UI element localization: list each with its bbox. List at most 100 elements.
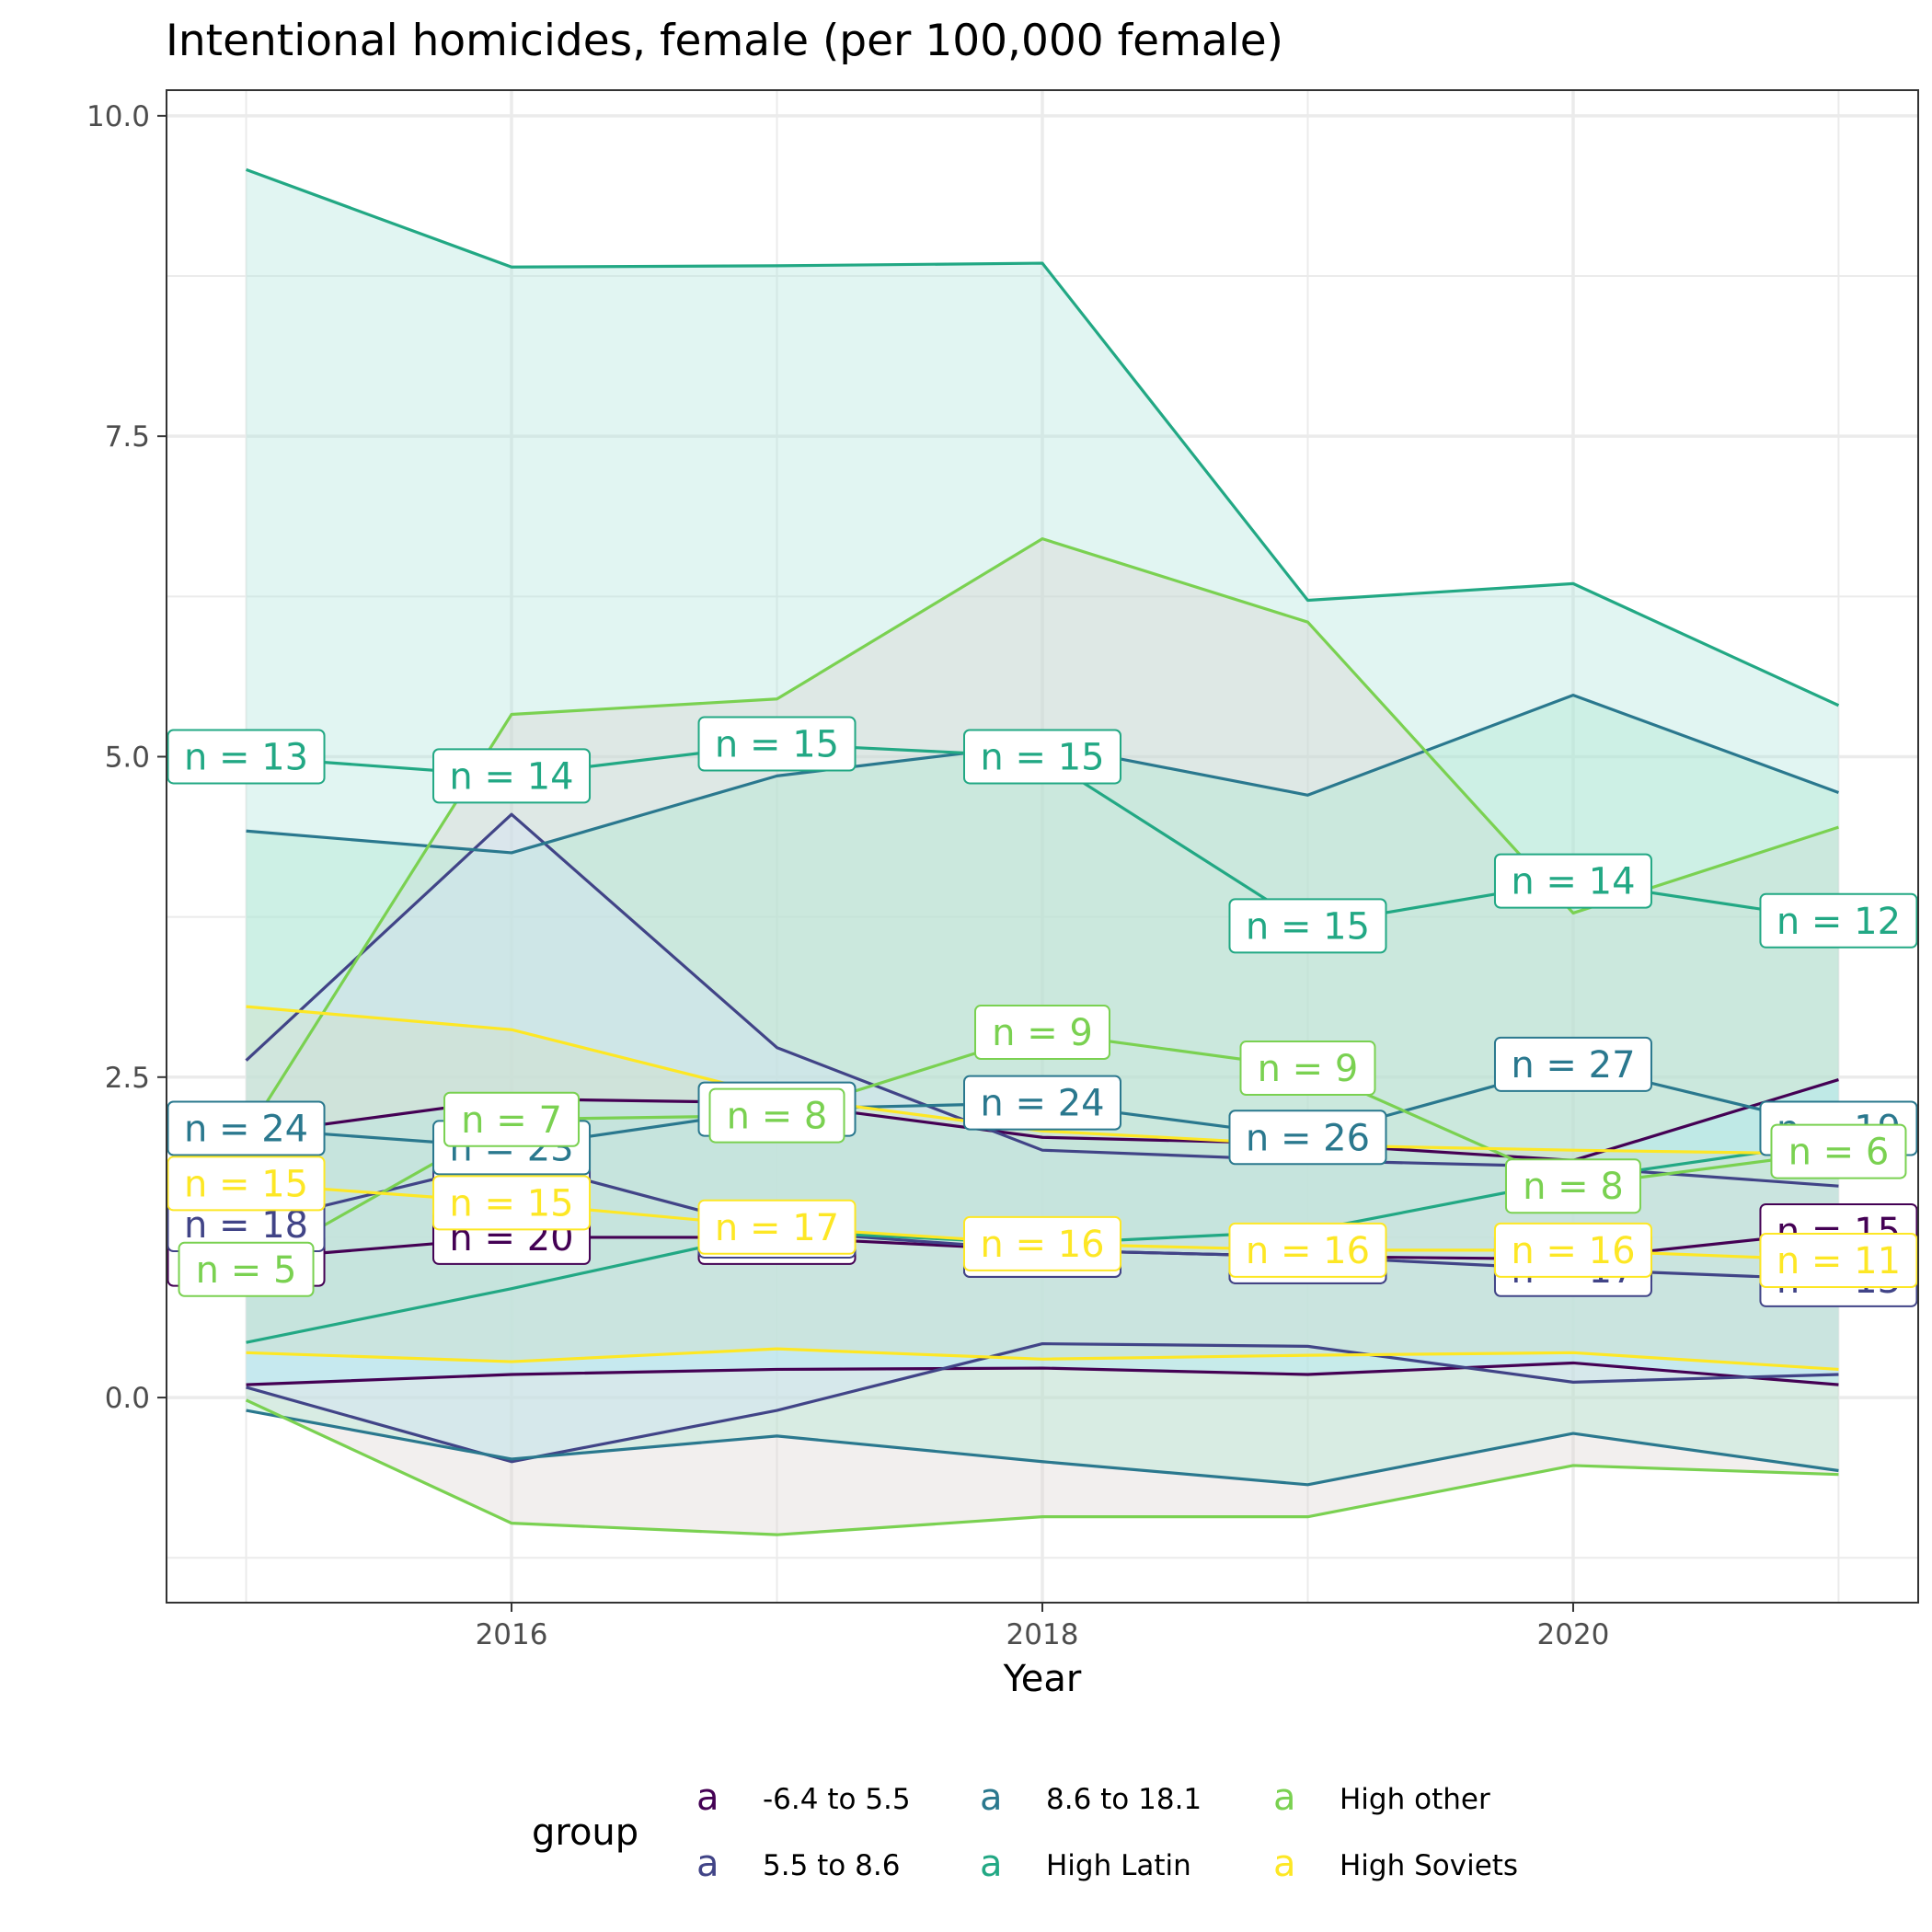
x-tick-label: 2020 [1537,1618,1610,1651]
axes: 0.0 2.5 5.0 7.5 10.0 2016 2018 2020 [86,100,1609,1651]
n-label-text: n = 24 [184,1109,308,1151]
series-line-upper [245,167,1840,707]
n-label: n = 16 [1228,1222,1387,1278]
n-label-box [432,1175,592,1231]
n-label-text: n = 14 [1511,861,1635,903]
n-label-box [1759,1233,1918,1289]
n-label-box [963,1215,1121,1271]
legend-key: a [980,1843,1003,1885]
n-label-box [697,1199,857,1255]
n-label: n = 11 [1759,1233,1918,1289]
n-label-box [1759,892,1918,949]
n-label: n = 8 [708,1087,845,1144]
series-line-upper [245,537,1839,1136]
n-label-box [1493,1222,1652,1278]
n-label-text: n = 14 [449,755,573,798]
n-label-text: n = 9 [1258,1048,1359,1090]
n-label: n = 6 [1770,1123,1907,1179]
n-label: n = 7 [443,1091,581,1147]
n-label-box [1228,1222,1387,1278]
series-line-upper [246,1005,1839,1156]
n-label: n = 15 [963,729,1121,785]
n-label: n = 24 [963,1075,1121,1131]
n-label: n = 15 [432,1175,592,1231]
n-label: n = 13 [167,729,326,785]
n-label-box [1493,853,1652,909]
n-label-text: n = 13 [184,736,308,778]
n-label-text: n = 16 [1246,1230,1370,1272]
n-label-text: n = 8 [1523,1166,1624,1208]
legend: group a -6.4 to 5.5 a 5.5 to 8.6 a 8.6 to 18.… [532,1777,1518,1885]
legend-label: High Soviets [1340,1849,1518,1882]
y-tick-label: 10.0 [86,100,150,133]
n-label-box [697,716,857,772]
chart-title: Intentional homicides, female (per 100,0… [166,16,1283,66]
n-label-box [178,1241,315,1297]
n-label-text: n = 9 [992,1012,1093,1054]
n-label-text: n = 5 [196,1249,297,1292]
n-label-box [974,1005,1110,1061]
n-label-text: n = 17 [715,1207,839,1249]
n-label-box [1239,1041,1376,1097]
n-label: n = 9 [974,1005,1110,1061]
n-label-box [708,1087,845,1144]
y-tick-label: 7.5 [105,420,150,454]
n-label: n = 18 [167,1197,326,1252]
n-label: n = 16 [1493,1222,1652,1278]
n-label: n = 16 [963,1215,1121,1271]
n-label-text: n = 16 [980,1224,1104,1266]
series-line-lower [246,1361,1839,1386]
n-label-text: n = 26 [1246,1117,1370,1159]
n-label-text: n = 12 [1777,901,1901,943]
series-line-lower [246,1409,1839,1487]
n-label-box [432,748,592,804]
x-tick-label: 2018 [1006,1618,1079,1651]
n-label: n = 26 [1228,1110,1387,1166]
legend-key: a [1273,1777,1296,1819]
n-label-text: n = 7 [461,1099,562,1142]
y-tick-label: 5.0 [105,741,150,774]
legend-label: -6.4 to 5.5 [763,1783,911,1816]
n-label: n = 14 [432,748,592,804]
n-label-box [1504,1158,1641,1214]
n-label-box [167,1156,326,1212]
n-label-text: n = 15 [715,724,839,766]
legend-key: a [980,1777,1003,1819]
n-label: n = 27 [1493,1036,1652,1092]
series-line-lower [246,1347,1839,1372]
n-label: n = 5 [178,1241,315,1297]
n-label-text: n = 6 [1788,1132,1890,1174]
n-label-text: n = 8 [727,1096,828,1138]
series-line-lower [246,1341,1839,1464]
n-label-box [167,729,326,785]
n-label-text: n = 11 [1777,1240,1901,1282]
y-tick-label: 2.5 [105,1062,150,1095]
n-label: n = 24 [167,1100,326,1156]
n-label: n = 8 [1504,1158,1641,1214]
n-label-box [1493,1036,1652,1092]
legend-key: a [1273,1843,1296,1885]
x-tick-label: 2016 [476,1618,548,1651]
n-label-text: n = 15 [449,1182,573,1225]
n-label-box [963,1075,1121,1131]
x-axis-title: Year [1003,1658,1082,1700]
legend-label: 5.5 to 8.6 [763,1849,900,1882]
n-label-box [963,729,1121,785]
n-label-box [1228,1110,1387,1166]
legend-label: High other [1340,1783,1490,1816]
n-label: n = 15 [167,1156,326,1212]
n-label: n = 12 [1759,892,1918,949]
n-label-text: n = 16 [1511,1230,1635,1272]
legend-key: a [696,1777,719,1819]
n-label-text: n = 24 [980,1083,1104,1125]
legend-key: a [696,1843,719,1885]
legend-label: 8.6 to 18.1 [1046,1783,1202,1816]
n-labels: n = 16n = 20n = 16n = 19n = 17n = 17n = … [167,716,1918,1307]
n-label-box [1228,898,1387,954]
n-label-box [167,1100,326,1156]
n-label-text: n = 15 [184,1163,308,1205]
n-label-text: n = 27 [1511,1044,1635,1087]
n-label-text: n = 15 [980,736,1104,778]
legend-label: High Latin [1046,1849,1191,1882]
